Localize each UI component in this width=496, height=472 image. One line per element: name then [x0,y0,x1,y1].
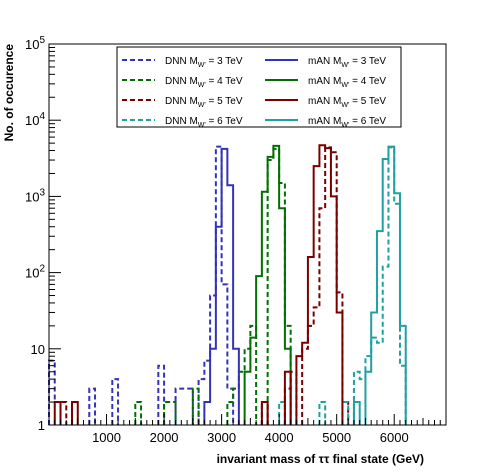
series-line-0 [49,147,233,425]
x-tick-label: 6000 [380,430,409,445]
y-tick-label: 10 [31,342,45,357]
x-tick-label: 5000 [322,430,351,445]
y-tick-label: 105 [25,35,45,52]
y-axis-title: No. of occurence [2,44,16,142]
y-tick-label: 103 [25,187,45,204]
x-tick-label: 2000 [150,430,179,445]
x-axis-title: invariant mass of ττ final state (GeV) [217,452,424,466]
y-tick-label: 102 [25,264,45,281]
x-tick-label: 1000 [92,430,121,445]
series-line-2 [61,147,349,425]
series-line-4 [204,149,239,425]
histogram-lines [49,145,406,425]
x-tick-label: 4000 [265,430,294,445]
x-tick-label: 3000 [207,430,236,445]
series-line-7 [354,147,406,425]
y-tick-label: 104 [25,111,45,128]
y-tick-label: 1 [38,418,45,433]
